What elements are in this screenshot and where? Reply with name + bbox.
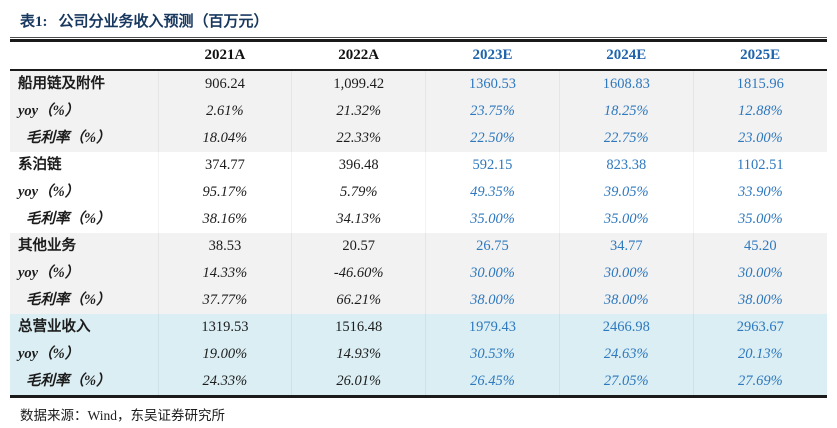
table-row: 毛利率（%） 37.77% 66.21% 38.00% 38.00% 38.00% — [10, 287, 827, 314]
cell-2025E: 30.00% — [692, 260, 827, 287]
cell-2025E: 27.69% — [692, 368, 827, 397]
table-body: 船用链及附件 906.24 1,099.42 1360.53 1608.83 1815.9… — [10, 70, 827, 397]
cell-2025E: 33.90% — [692, 179, 827, 206]
cell-2025E: 20.13% — [692, 341, 827, 368]
table-number-label: 表1: — [20, 14, 48, 30]
table-row: 其他业务 38.53 20.57 26.75 34.77 45.20 — [10, 233, 827, 260]
table-row: 总营业收入 1319.53 1516.48 1979.43 2466.98 2963.67 — [10, 314, 827, 341]
column-header-empty — [10, 40, 158, 71]
cell-2024E: 30.00% — [558, 260, 694, 287]
cell-2023E: 26.45% — [425, 368, 560, 397]
cell-2024E: 22.75% — [558, 125, 694, 152]
cell-2024E: 2466.98 — [558, 314, 694, 341]
cell-2024E: 1608.83 — [558, 70, 694, 98]
table-row: yoy（%） 2.61% 21.32% 23.75% 18.25% 12.88% — [10, 98, 827, 125]
cell-2021A: 38.53 — [157, 233, 292, 260]
revenue-forecast-table: 2021A 2022A 2023E 2024E 2025E 船用链及附件 906.24 1,… — [10, 39, 827, 398]
table-row: 毛利率（%） 38.16% 34.13% 35.00% 35.00% 35.00% — [10, 206, 827, 233]
cell-2024E: 35.00% — [558, 206, 694, 233]
cell-2023E: 49.35% — [425, 179, 560, 206]
cell-2021A: 906.24 — [157, 70, 292, 98]
cell-2023E: 1360.53 — [425, 70, 560, 98]
column-header-2024E: 2024E — [559, 40, 694, 71]
column-header-2021A: 2021A — [158, 40, 292, 71]
row-label: 毛利率（%） — [26, 373, 111, 389]
column-header-2022A: 2022A — [291, 40, 426, 71]
cell-2025E: 1102.51 — [692, 152, 827, 179]
cell-2023E: 22.50% — [425, 125, 560, 152]
cell-2023E: 38.00% — [425, 287, 560, 314]
cell-2023E: 35.00% — [425, 206, 560, 233]
cell-2021A: 14.33% — [157, 260, 292, 287]
table-header: 2021A 2022A 2023E 2024E 2025E — [10, 40, 827, 71]
row-label: 毛利率（%） — [26, 211, 111, 227]
cell-2025E: 45.20 — [692, 233, 827, 260]
cell-2021A: 2.61% — [157, 98, 292, 125]
cell-2023E: 30.00% — [425, 260, 560, 287]
column-header-2023E: 2023E — [425, 40, 560, 71]
cell-2022A: 22.33% — [291, 125, 426, 152]
cell-2024E: 18.25% — [558, 98, 694, 125]
cell-2021A: 18.04% — [157, 125, 292, 152]
table-row: 船用链及附件 906.24 1,099.42 1360.53 1608.83 1815.9… — [10, 70, 827, 98]
cell-2023E: 26.75 — [425, 233, 560, 260]
row-label: 毛利率（%） — [26, 292, 111, 308]
cell-2024E: 39.05% — [558, 179, 694, 206]
row-label: 船用链及附件 — [18, 76, 105, 92]
row-label: yoy（%） — [18, 346, 80, 362]
row-label: yoy（%） — [18, 265, 80, 281]
row-label: 毛利率（%） — [26, 130, 111, 146]
cell-2022A: 5.79% — [291, 179, 426, 206]
cell-2021A: 38.16% — [157, 206, 292, 233]
row-label: 其他业务 — [18, 238, 76, 254]
cell-2022A: 34.13% — [291, 206, 426, 233]
table-title: 表1: 公司分业务收入预测（百万元） — [10, 10, 827, 38]
cell-2022A: 14.93% — [291, 341, 426, 368]
cell-2024E: 34.77 — [558, 233, 694, 260]
cell-2021A: 374.77 — [157, 152, 292, 179]
data-source-note: 数据来源：Wind，东吴证券研究所 — [20, 408, 225, 423]
cell-2025E: 38.00% — [692, 287, 827, 314]
row-label: yoy（%） — [18, 103, 80, 119]
table-title-text: 公司分业务收入预测（百万元） — [58, 14, 269, 30]
cell-2023E: 30.53% — [425, 341, 560, 368]
cell-2021A: 24.33% — [157, 368, 292, 397]
table-row: 系泊链 374.77 396.48 592.15 823.38 1102.51 — [10, 152, 827, 179]
row-label: 总营业收入 — [18, 319, 91, 335]
cell-2022A: 26.01% — [291, 368, 426, 397]
row-label: 系泊链 — [18, 157, 62, 173]
cell-2022A: 20.57 — [291, 233, 426, 260]
header-row: 2021A 2022A 2023E 2024E 2025E — [10, 40, 827, 71]
cell-2021A: 37.77% — [157, 287, 292, 314]
cell-2022A: 21.32% — [291, 98, 426, 125]
table-row: yoy（%） 14.33% -46.60% 30.00% 30.00% 30.00% — [10, 260, 827, 287]
cell-2022A: -46.60% — [291, 260, 426, 287]
cell-2023E: 592.15 — [425, 152, 560, 179]
cell-2022A: 66.21% — [291, 287, 426, 314]
cell-2025E: 1815.96 — [692, 70, 827, 98]
cell-2024E: 24.63% — [558, 341, 694, 368]
table-row: yoy（%） 95.17% 5.79% 49.35% 39.05% 33.90% — [10, 179, 827, 206]
table-row: 毛利率（%） 24.33% 26.01% 26.45% 27.05% 27.69% — [10, 368, 827, 397]
cell-2024E: 823.38 — [558, 152, 694, 179]
cell-2022A: 1516.48 — [291, 314, 426, 341]
cell-2024E: 38.00% — [558, 287, 694, 314]
row-label: yoy（%） — [18, 184, 80, 200]
cell-2023E: 23.75% — [425, 98, 560, 125]
cell-2025E: 23.00% — [692, 125, 827, 152]
cell-2021A: 19.00% — [157, 341, 292, 368]
cell-2021A: 1319.53 — [157, 314, 292, 341]
cell-2021A: 95.17% — [157, 179, 292, 206]
cell-2025E: 2963.67 — [692, 314, 827, 341]
table-row: 毛利率（%） 18.04% 22.33% 22.50% 22.75% 23.00% — [10, 125, 827, 152]
column-header-2025E: 2025E — [693, 40, 827, 71]
cell-2025E: 35.00% — [692, 206, 827, 233]
cell-2025E: 12.88% — [692, 98, 827, 125]
cell-2023E: 1979.43 — [425, 314, 560, 341]
cell-2024E: 27.05% — [558, 368, 694, 397]
cell-2022A: 1,099.42 — [291, 70, 426, 98]
table-row: yoy（%） 19.00% 14.93% 30.53% 24.63% 20.13% — [10, 341, 827, 368]
cell-2022A: 396.48 — [291, 152, 426, 179]
